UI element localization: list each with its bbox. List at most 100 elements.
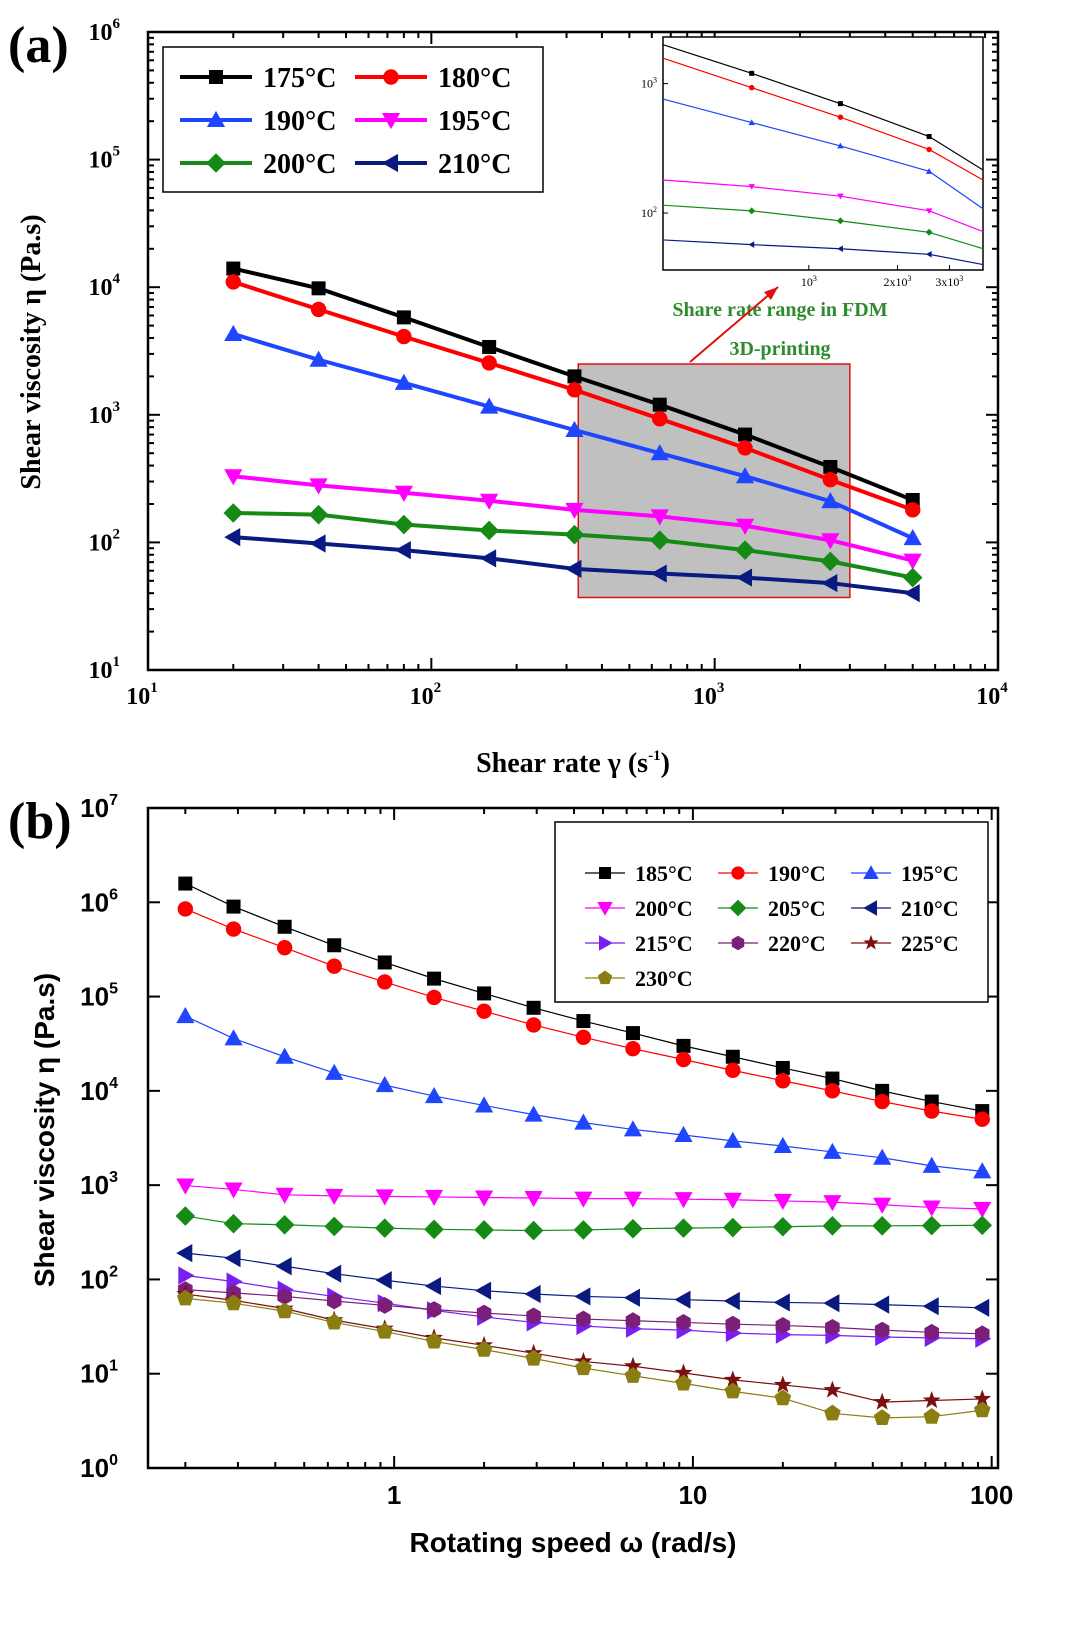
legend-marker [381, 113, 401, 130]
legend-label: 205°C [768, 896, 826, 921]
data-point-190°C [903, 529, 922, 546]
data-point-210°C [922, 1297, 939, 1316]
panel-b-y-axis-label: Shear viscosity η (Pa.s) [29, 973, 60, 1287]
legend-marker [863, 934, 879, 950]
data-point-200°C [902, 567, 923, 588]
inset-point-190°C [748, 119, 755, 126]
data-point-195°C [474, 1096, 494, 1113]
data-point-200°C [574, 1191, 593, 1208]
data-point-200°C [424, 1189, 444, 1207]
data-point-230°C [873, 1409, 891, 1425]
panel-b-x-axis-label: Rotating speed ω (rad/s) [409, 1527, 736, 1558]
data-point-210°C [735, 568, 753, 587]
data-point-195°C [723, 1131, 742, 1148]
legend-label: 190°C [263, 106, 336, 137]
legend-marker [731, 866, 745, 880]
data-point-180°C [905, 502, 921, 518]
data-point-200°C [564, 524, 585, 545]
data-point-210°C [650, 564, 667, 583]
legend-label: 180°C [438, 63, 511, 94]
data-point-210°C [224, 1249, 241, 1268]
data-point-230°C [475, 1340, 493, 1357]
data-point-190°C [426, 989, 442, 1006]
data-point-195°C [973, 1162, 992, 1179]
legend-label: 195°C [438, 106, 511, 137]
data-point-195°C [480, 493, 499, 510]
data-point-210°C [903, 584, 920, 603]
data-point-185°C [178, 876, 193, 891]
legend-marker [597, 970, 613, 985]
data-point-190°C [177, 901, 194, 917]
inset-x-tick-label: 103 [801, 274, 817, 289]
panel-a: (a) 101 102 103 104 101 102 103 104 105 106 175°C… [8, 16, 1008, 779]
data-point-185°C [875, 1083, 890, 1098]
data-point-230°C [724, 1382, 742, 1399]
data-point-190°C [575, 1029, 592, 1045]
data-point-210°C [723, 1291, 740, 1311]
data-point-195°C [325, 1063, 344, 1080]
data-point-190°C [874, 1093, 890, 1110]
data-point-175°C [567, 369, 582, 384]
data-point-200°C [674, 1192, 693, 1209]
inset-point-210°C [748, 241, 755, 248]
data-point-180°C [652, 411, 668, 427]
data-point-195°C [674, 1125, 693, 1143]
data-point-190°C [525, 1017, 542, 1033]
data-point-190°C [725, 1062, 741, 1079]
data-point-185°C [825, 1071, 840, 1086]
data-point-195°C [623, 1120, 643, 1137]
data-point-200°C [275, 1187, 294, 1204]
data-point-230°C [276, 1302, 293, 1319]
legend-label: 210°C [438, 149, 511, 180]
data-point-175°C [738, 427, 753, 442]
legend-marker [599, 867, 611, 879]
data-point-200°C [524, 1191, 543, 1208]
annotation-arrow [689, 286, 779, 363]
data-point-190°C [924, 1103, 940, 1119]
data-point-220°C [874, 1321, 890, 1339]
data-point-190°C [735, 467, 755, 484]
data-point-210°C [973, 1298, 990, 1317]
legend-marker [599, 935, 613, 951]
series-line-225°C [185, 1293, 983, 1403]
x-tick-label: 10 [678, 1480, 707, 1510]
legend-label: 210°C [901, 896, 959, 921]
data-point-195°C [735, 518, 755, 535]
data-point-200°C [823, 1195, 842, 1212]
y-tick-label: 104 [80, 1075, 118, 1106]
inset-point-195°C [837, 193, 844, 200]
data-point-220°C [775, 1317, 791, 1334]
inset-point-175°C [837, 101, 843, 107]
data-point-180°C [566, 382, 583, 398]
inset-point-200°C [748, 207, 756, 215]
panel-b: (b) 1 10 100 100 101 102 103 104 105 106 107 185°C… [8, 792, 1013, 1558]
data-point-180°C [822, 472, 839, 488]
inset-y-tick-label: 102 [641, 205, 657, 220]
data-point-220°C [476, 1304, 492, 1322]
data-point-200°C [873, 1197, 892, 1214]
data-point-210°C [424, 1276, 442, 1296]
data-point-210°C [474, 1281, 492, 1300]
data-point-205°C [773, 1216, 793, 1237]
x-tick-label: 103 [693, 680, 725, 710]
data-point-220°C [576, 1310, 591, 1328]
y-tick-label: 103 [89, 399, 121, 429]
data-point-220°C [625, 1312, 641, 1330]
legend-label: 225°C [901, 931, 959, 956]
data-point-195°C [176, 1007, 195, 1024]
data-point-200°C [224, 1182, 243, 1199]
data-point-190°C [775, 1073, 791, 1089]
panel-a-x-axis-label: Shear rate γ (s-1) [476, 748, 670, 779]
data-point-200°C [479, 520, 499, 541]
inset-frame [662, 36, 984, 271]
data-point-225°C [674, 1363, 693, 1381]
data-point-225°C [773, 1375, 792, 1393]
legend-label: 215°C [635, 931, 693, 956]
data-point-180°C [225, 274, 241, 290]
data-point-200°C [773, 1193, 792, 1211]
legend-marker [209, 70, 223, 84]
data-point-195°C [375, 1076, 394, 1093]
inset-x-tick-label: 3x103 [935, 274, 963, 289]
data-point-195°C [394, 485, 413, 502]
inset-point-195°C [925, 208, 933, 215]
